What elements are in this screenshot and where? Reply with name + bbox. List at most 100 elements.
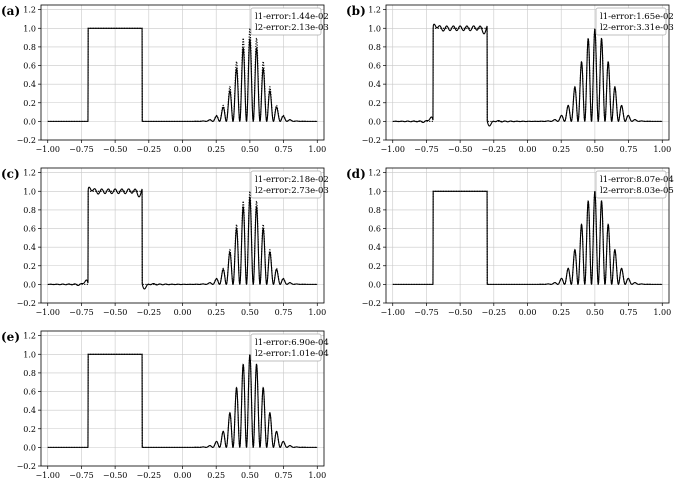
panel-label: (b) xyxy=(346,4,366,18)
y-tick-label: 1.2 xyxy=(23,6,36,15)
x-tick-label: 0.00 xyxy=(519,145,537,154)
y-tick-label: 0.8 xyxy=(23,369,36,378)
y-tick-label: 0.6 xyxy=(368,62,381,71)
x-tick-label: 0.25 xyxy=(207,145,225,154)
x-tick-label: 1.00 xyxy=(653,145,671,154)
legend-entry: l1-error:1.65e-02 xyxy=(600,12,674,22)
legend xyxy=(595,170,667,199)
y-tick-label: 0.4 xyxy=(23,243,36,252)
y-tick-label: 1.0 xyxy=(23,350,36,359)
x-tick-label: −0.75 xyxy=(69,471,94,480)
x-tick-label: 0.50 xyxy=(586,145,604,154)
x-tick-label: −1.00 xyxy=(380,308,405,317)
x-tick-label: −0.50 xyxy=(448,308,473,317)
approx-solution-line xyxy=(47,27,318,122)
legend-entry: l1-error:2.18e-02 xyxy=(255,175,329,185)
legend xyxy=(595,7,667,36)
y-tick-label: 0.0 xyxy=(23,443,36,452)
x-tick-label: 0.75 xyxy=(275,308,293,317)
y-tick-label: 0.0 xyxy=(23,117,36,126)
y-tick-label: 1.0 xyxy=(23,187,36,196)
y-tick-label: 1.2 xyxy=(368,169,381,178)
y-tick-label: 1.0 xyxy=(368,187,381,196)
panel-3: −1.00 −0.75 −0.50 −0.25 0.00 0.25 0.50 0.75 1.00… xyxy=(1,167,329,317)
legend-entry: l2-error:8.03e-05 xyxy=(600,186,674,196)
x-tick-label: 1.00 xyxy=(308,471,326,480)
approx-solution-line xyxy=(47,186,318,290)
x-tick-label: −0.25 xyxy=(482,145,507,154)
x-tick-label: 0.75 xyxy=(275,145,293,154)
legend-entry: l2-error:1.01e-04 xyxy=(255,349,329,359)
x-tick-label: −0.50 xyxy=(448,145,473,154)
x-tick-label: 1.00 xyxy=(308,145,326,154)
panel-1: −1.00 −0.75 −0.50 −0.25 0.00 0.25 0.50 0.75 1.00… xyxy=(1,4,329,154)
panel-label: (e) xyxy=(1,330,20,344)
x-tick-label: −1.00 xyxy=(35,471,60,480)
x-tick-label: 0.00 xyxy=(174,308,192,317)
x-tick-label: −0.25 xyxy=(482,308,507,317)
y-tick-label: 0.4 xyxy=(368,80,381,89)
x-tick-label: −0.75 xyxy=(69,145,94,154)
x-tick-label: −0.25 xyxy=(137,308,162,317)
y-tick-label: 0.6 xyxy=(23,225,36,234)
y-tick-label: 1.0 xyxy=(368,24,381,33)
legend-entry: l2-error:2.13e-03 xyxy=(255,23,329,33)
x-tick-label: 0.50 xyxy=(241,471,259,480)
legend-entry: l2-error:2.73e-03 xyxy=(255,186,329,196)
x-tick-label: −0.75 xyxy=(69,308,94,317)
y-tick-label: 0.8 xyxy=(368,206,381,215)
y-tick-label: 1.2 xyxy=(23,332,36,341)
x-tick-label: −0.25 xyxy=(137,145,162,154)
x-tick-label: −0.50 xyxy=(103,308,128,317)
panel-4: −1.00 −0.75 −0.50 −0.25 0.00 0.25 0.50 0.75 1.00… xyxy=(346,167,674,317)
y-tick-label: −0.2 xyxy=(17,136,36,145)
legend-entry: l2-error:3.31e-03 xyxy=(600,23,674,33)
y-tick-label: 0.4 xyxy=(23,406,36,415)
y-tick-label: 0.4 xyxy=(23,80,36,89)
panel-2: −1.00 −0.75 −0.50 −0.25 0.00 0.25 0.50 0.75 1.00… xyxy=(346,4,674,154)
x-tick-label: 1.00 xyxy=(653,308,671,317)
x-tick-label: 0.25 xyxy=(552,308,570,317)
x-tick-label: −0.75 xyxy=(414,308,439,317)
approx-solution-line xyxy=(392,190,663,285)
x-tick-label: 1.00 xyxy=(308,308,326,317)
y-tick-label: −0.2 xyxy=(17,299,36,308)
y-tick-label: 0.6 xyxy=(23,388,36,397)
approx-solution-line xyxy=(47,353,318,448)
y-tick-label: 0.2 xyxy=(23,99,36,108)
x-tick-label: 0.50 xyxy=(241,145,259,154)
legend xyxy=(250,333,322,362)
x-tick-label: −1.00 xyxy=(35,145,60,154)
y-tick-label: 0.0 xyxy=(368,280,381,289)
x-tick-label: 0.50 xyxy=(241,308,259,317)
legend xyxy=(250,170,322,199)
x-tick-label: −0.50 xyxy=(103,471,128,480)
legend-entry: l1-error:1.44e-02 xyxy=(255,12,329,22)
y-tick-label: 1.2 xyxy=(368,6,381,15)
legend-entry: l1-error:8.07e-04 xyxy=(600,175,674,185)
y-tick-label: 0.2 xyxy=(368,99,381,108)
approx-solution-line xyxy=(392,23,663,127)
x-tick-label: 0.75 xyxy=(620,308,638,317)
y-tick-label: 0.6 xyxy=(23,62,36,71)
x-tick-label: 0.25 xyxy=(207,471,225,480)
panel-label: (c) xyxy=(1,167,20,181)
y-tick-label: 0.0 xyxy=(368,117,381,126)
x-tick-label: 0.00 xyxy=(174,145,192,154)
y-tick-label: 0.2 xyxy=(368,262,381,271)
y-tick-label: 0.8 xyxy=(23,206,36,215)
legend xyxy=(250,7,322,36)
x-tick-label: −1.00 xyxy=(35,308,60,317)
x-tick-label: −0.75 xyxy=(414,145,439,154)
x-tick-label: 0.25 xyxy=(207,308,225,317)
x-tick-label: 0.75 xyxy=(620,145,638,154)
legend-entry: l1-error:6.90e-04 xyxy=(255,338,329,348)
y-tick-label: 1.2 xyxy=(23,169,36,178)
y-tick-label: −0.2 xyxy=(362,299,381,308)
x-tick-label: −1.00 xyxy=(380,145,405,154)
x-tick-label: −0.50 xyxy=(103,145,128,154)
x-tick-label: 0.00 xyxy=(519,308,537,317)
y-tick-label: 0.8 xyxy=(23,43,36,52)
y-tick-label: 0.6 xyxy=(368,225,381,234)
